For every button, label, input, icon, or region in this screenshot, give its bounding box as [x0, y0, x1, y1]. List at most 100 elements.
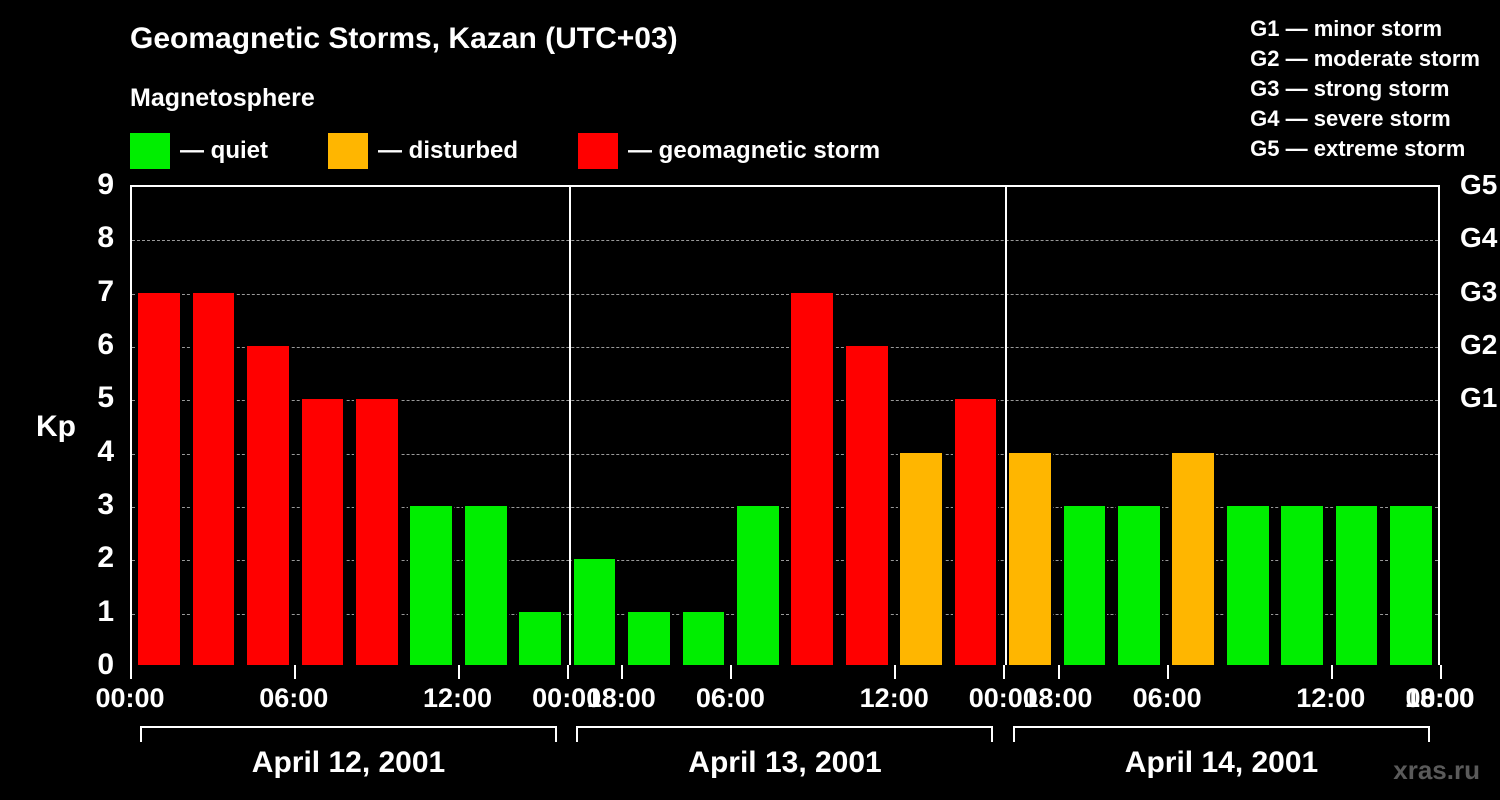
x-label-d2-2: 12:00: [860, 683, 929, 714]
y-tick-6: 6: [97, 328, 114, 362]
x-label-d2-0: 00:00: [532, 683, 601, 714]
kp-bar-d3-2[interactable]: [1116, 506, 1162, 665]
x-label-d3-1: 06:00: [1133, 683, 1202, 714]
x-labels-row: 00:00 06:00 12:00 18:00 00:00 06:00 12:0…: [130, 681, 1440, 721]
kp-bar-d3-1[interactable]: [1062, 506, 1108, 665]
g-tick-G5: G5: [1460, 169, 1497, 201]
bar-slot-d2-2: [676, 187, 730, 665]
kp-bar-d1-4[interactable]: [354, 399, 400, 665]
kp-bar-d2-1[interactable]: [626, 612, 672, 665]
legend-item-quiet: — quiet: [130, 133, 268, 169]
g-legend-line-5: G5 — extreme storm: [1250, 134, 1480, 164]
x-tick-row: [130, 665, 1440, 679]
bar-slot-d1-0: [132, 187, 186, 665]
kp-bar-d3-0[interactable]: [1007, 453, 1053, 665]
kp-bar-d3-7[interactable]: [1388, 506, 1434, 665]
bar-slot-d1-5: [404, 187, 458, 665]
bar-slot-d3-2: [1112, 187, 1166, 665]
y-tick-7: 7: [97, 275, 114, 309]
bar-slot-d1-7: [513, 187, 567, 665]
bar-slot-d3-5: [1275, 187, 1329, 665]
quiet-label: — quiet: [180, 137, 268, 165]
kp-bar-d1-7[interactable]: [517, 612, 563, 665]
legend-item-disturbed: — disturbed: [328, 133, 518, 169]
kp-bar-d2-4[interactable]: [789, 293, 835, 665]
kp-bar-d2-2[interactable]: [681, 612, 727, 665]
g-legend-line-4: G4 — severe storm: [1250, 104, 1480, 134]
kp-bar-d1-0[interactable]: [136, 293, 182, 665]
x-label-d3-0: 00:00: [969, 683, 1038, 714]
x-label-d1-1: 06:00: [259, 683, 328, 714]
day-label-2: April 13, 2001: [688, 746, 881, 780]
bar-slot-d1-3: [295, 187, 349, 665]
x-label-d1-0: 00:00: [95, 683, 164, 714]
kp-bar-d3-3[interactable]: [1170, 453, 1216, 665]
day-brackets: April 12, 2001 April 13, 2001 April 14, …: [130, 726, 1440, 786]
disturbed-label: — disturbed: [378, 137, 518, 165]
y-axis-title: Kp: [36, 410, 76, 444]
g-tick-G4: G4: [1460, 222, 1497, 254]
storm-color-swatch: [578, 133, 618, 169]
kp-bar-d1-6[interactable]: [463, 506, 509, 665]
g-legend-line-3: G3 — strong storm: [1250, 74, 1480, 104]
kp-bar-d3-6[interactable]: [1334, 506, 1380, 665]
kp-bar-d1-5[interactable]: [408, 506, 454, 665]
chart-subtitle: Magnetosphere: [130, 84, 315, 113]
quiet-color-swatch: [130, 133, 170, 169]
kp-bar-d1-3[interactable]: [300, 399, 346, 665]
legend-item-storm: — geomagnetic storm: [578, 133, 880, 169]
kp-bar-d2-7[interactable]: [953, 399, 999, 665]
bar-slot-d3-3: [1166, 187, 1220, 665]
y-tick-4: 4: [97, 435, 114, 469]
bar-slot-d1-6: [459, 187, 513, 665]
bar-slot-d3-1: [1057, 187, 1111, 665]
kp-bar-d3-5[interactable]: [1279, 506, 1325, 665]
bar-slot-d2-5: [839, 187, 893, 665]
storm-label: — geomagnetic storm: [628, 137, 880, 165]
bar-slot-d2-1: [622, 187, 676, 665]
kp-bar-d3-4[interactable]: [1225, 506, 1271, 665]
bar-slot-d2-4: [785, 187, 839, 665]
y-tick-5: 5: [97, 381, 114, 415]
bar-slot-d2-3: [731, 187, 785, 665]
g-legend-line-1: G1 — minor storm: [1250, 14, 1480, 44]
y-tick-8: 8: [97, 221, 114, 255]
bar-slot-d2-0: [567, 187, 621, 665]
bar-slot-d3-7: [1384, 187, 1438, 665]
g-legend-line-2: G2 — moderate storm: [1250, 44, 1480, 74]
bar-slot-d1-1: [186, 187, 240, 665]
y-tick-9: 9: [97, 168, 114, 202]
day-bracket-1: [140, 726, 557, 742]
bar-slot-d3-0: [1003, 187, 1057, 665]
bar-slot-d3-4: [1220, 187, 1274, 665]
x-label-d3-2: 12:00: [1296, 683, 1365, 714]
watermark-text: xras.ru: [1393, 755, 1480, 786]
kp-bar-d2-3[interactable]: [735, 506, 781, 665]
y-tick-0: 0: [97, 648, 114, 682]
day-label-1: April 12, 2001: [252, 746, 445, 780]
kp-bar-d2-0[interactable]: [572, 559, 618, 665]
x-axis: 00:00 06:00 12:00 18:00 00:00 06:00 12:0…: [130, 665, 1440, 721]
day-label-3: April 14, 2001: [1125, 746, 1318, 780]
y-tick-3: 3: [97, 488, 114, 522]
day-bracket-2: [576, 726, 993, 742]
g-tick-G2: G2: [1460, 329, 1497, 361]
y-tick-1: 1: [97, 595, 114, 629]
bars-container: [132, 187, 1438, 665]
g-axis-labels: G1 G2 G3 G4 G5: [1452, 185, 1500, 665]
bar-slot-d2-7: [948, 187, 1002, 665]
kp-bar-d1-2[interactable]: [245, 346, 291, 665]
kp-bar-d1-1[interactable]: [191, 293, 237, 665]
chart-title: Geomagnetic Storms, Kazan (UTC+03): [130, 22, 678, 56]
g-scale-legend: G1 — minor storm G2 — moderate storm G3 …: [1250, 14, 1480, 164]
x-label-d2-1: 06:00: [696, 683, 765, 714]
x-label-d3-4: 00:00: [1405, 683, 1474, 714]
g-tick-G3: G3: [1460, 276, 1497, 308]
chart-root: Geomagnetic Storms, Kazan (UTC+03) Magne…: [0, 0, 1500, 800]
y-tick-2: 2: [97, 541, 114, 575]
bar-slot-d1-4: [350, 187, 404, 665]
kp-bar-d2-5[interactable]: [844, 346, 890, 665]
bar-slot-d3-6: [1329, 187, 1383, 665]
bar-slot-d2-6: [894, 187, 948, 665]
kp-bar-d2-6[interactable]: [898, 453, 944, 665]
